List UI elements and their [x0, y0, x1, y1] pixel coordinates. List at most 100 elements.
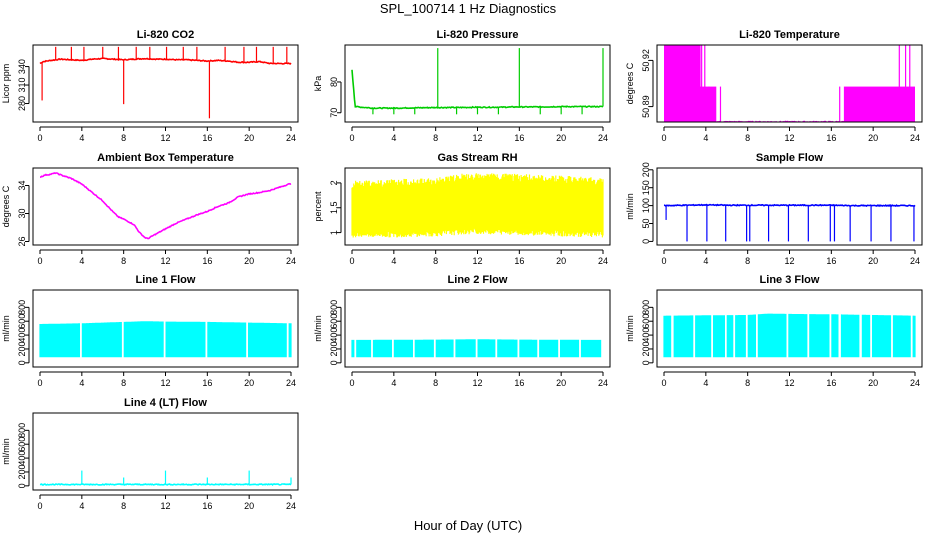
x-tick-label: 24	[910, 378, 920, 388]
x-tick-label: 20	[556, 256, 566, 266]
plot-frame	[32, 44, 299, 123]
x-axis: 0 4 8 12 16 20 24	[661, 126, 920, 143]
y-tick-label: 600	[641, 314, 651, 329]
series-line-1	[663, 203, 916, 208]
y-axis-label: degrees C	[1, 185, 11, 227]
x-tick-label: 24	[286, 501, 296, 511]
x-tick-label: 24	[286, 256, 296, 266]
y-tick-label: 600	[17, 437, 27, 452]
panel-title: Sample Flow	[756, 152, 824, 164]
series-band	[351, 173, 604, 238]
x-tick-label: 16	[826, 256, 836, 266]
plot-area	[39, 321, 292, 358]
plot-frame	[344, 289, 611, 368]
x-tick-label: 16	[202, 378, 212, 388]
panel-1: Li-820 CO2 0 4 8 12 16 20 24 280 310 340 Licor ppm	[1, 29, 299, 143]
plot-area	[663, 45, 916, 122]
series-line-1	[39, 57, 292, 65]
series-band	[663, 313, 916, 358]
x-axis: 0 4 8 12 16 20 24	[661, 249, 920, 266]
x-axis: 0 4 8 12 16 20 24	[349, 371, 608, 388]
x-axis: 0 4 8 12 16 20 24	[349, 249, 608, 266]
plot-frame	[344, 167, 611, 246]
y-tick-label: 800	[17, 423, 27, 438]
x-tick-label: 20	[868, 378, 878, 388]
x-axis: 0 4 8 12 16 20 24	[661, 371, 920, 388]
y-tick-label: 400	[17, 451, 27, 466]
x-tick-label: 4	[79, 256, 84, 266]
x-axis: 0 4 8 12 16 20 24	[37, 126, 296, 143]
x-tick-label: 16	[826, 133, 836, 143]
y-axis-label: ml/min	[1, 438, 11, 465]
y-tick-label: 1	[329, 230, 339, 235]
plot-frame	[32, 289, 299, 368]
series-band	[39, 321, 292, 358]
y-axis-label: kPa	[313, 76, 323, 92]
plot-area	[39, 46, 292, 119]
y-axis: 1 1.5 2 percent	[313, 180, 342, 235]
x-tick-label: 12	[472, 378, 482, 388]
y-tick-label: 400	[17, 328, 27, 343]
x-tick-label: 12	[472, 256, 482, 266]
x-tick-label: 4	[391, 133, 396, 143]
y-axis-label: ml/min	[313, 315, 323, 342]
x-tick-label: 20	[868, 133, 878, 143]
y-tick-label: 1.5	[329, 201, 339, 214]
plot-area	[351, 173, 604, 238]
y-axis-label: ml/min	[625, 193, 635, 220]
y-axis-label: Licor ppm	[1, 64, 11, 104]
band-2	[664, 86, 717, 122]
panel-6: Sample Flow 0 4 8 12 16 20 24 0 50 100 150 200 ml/min	[625, 152, 923, 266]
x-tick-label: 20	[244, 501, 254, 511]
y-axis: 70 80 kPa	[313, 76, 342, 118]
y-tick-label: 0	[17, 360, 27, 365]
x-tick-label: 4	[703, 133, 708, 143]
x-tick-label: 12	[160, 133, 170, 143]
y-tick-label: 100	[641, 198, 651, 213]
y-axis-label: degrees C	[625, 62, 635, 104]
x-tick-label: 16	[514, 256, 524, 266]
plot-area	[39, 470, 292, 487]
y-tick-label: 800	[329, 300, 339, 315]
plot-frame	[656, 167, 923, 246]
panel-title: Ambient Box Temperature	[97, 152, 234, 164]
figure-title: SPL_100714 1 Hz Diagnostics	[379, 1, 557, 16]
plot-frame	[656, 44, 923, 123]
y-tick-label: 50.92	[641, 49, 651, 72]
x-tick-label: 0	[37, 256, 42, 266]
x-tick-label: 20	[244, 378, 254, 388]
x-tick-label: 24	[910, 256, 920, 266]
x-tick-label: 8	[745, 133, 750, 143]
x-tick-label: 12	[784, 133, 794, 143]
series-band	[351, 339, 602, 358]
panel-4: Ambient Box Temperature 0 4 8 12 16 20 24 26 30 34…	[1, 152, 299, 266]
y-tick-label: 2	[329, 180, 339, 185]
y-tick-label: 200	[17, 464, 27, 479]
x-tick-label: 0	[37, 378, 42, 388]
panel-title: Line 4 (LT) Flow	[124, 397, 207, 409]
x-axis: 0 4 8 12 16 20 24	[37, 371, 296, 388]
y-tick-label: 0	[329, 360, 339, 365]
x-tick-label: 4	[391, 378, 396, 388]
plot-area	[663, 313, 916, 358]
y-axis: 26 30 34 degrees C	[1, 180, 30, 247]
x-tick-label: 12	[472, 133, 482, 143]
plot-area	[40, 171, 292, 240]
y-tick-label: 34	[17, 180, 27, 190]
figure-xlabel: Hour of Day (UTC)	[413, 518, 523, 533]
y-tick-label: 400	[641, 328, 651, 343]
y-tick-label: 600	[329, 314, 339, 329]
series-line-1	[40, 171, 292, 240]
y-tick-label: 70	[329, 108, 339, 118]
x-tick-label: 24	[598, 256, 608, 266]
y-axis: 0 50 100 150 200 ml/min	[625, 162, 654, 244]
y-tick-label: 200	[329, 341, 339, 356]
y-tick-label: 200	[641, 162, 651, 177]
x-tick-label: 20	[244, 133, 254, 143]
x-tick-label: 24	[286, 133, 296, 143]
